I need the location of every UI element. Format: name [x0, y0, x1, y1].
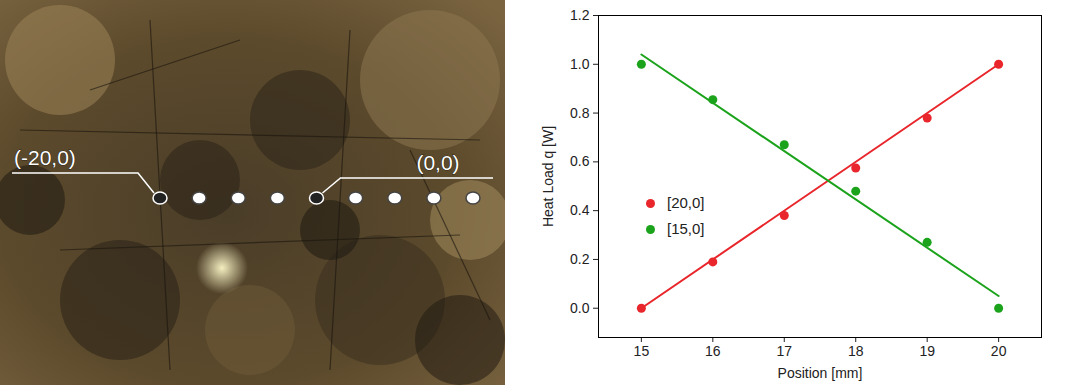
svg-text:19: 19	[919, 343, 935, 359]
svg-text:0.8: 0.8	[570, 105, 590, 121]
svg-text:0.4: 0.4	[570, 202, 590, 218]
svg-text:15: 15	[634, 343, 650, 359]
svg-text:0.2: 0.2	[570, 251, 590, 267]
html-text:[20,0]: [20,0]	[667, 194, 705, 211]
svg-text:20: 20	[991, 343, 1007, 359]
svg-text:1.2: 1.2	[570, 7, 590, 23]
svg-text:Position [mm]: Position [mm]	[778, 365, 863, 381]
svg-text:17: 17	[776, 343, 792, 359]
svg-text:(-20,0): (-20,0)	[14, 146, 76, 169]
svg-text:18: 18	[848, 343, 864, 359]
svg-text:0.0: 0.0	[570, 300, 590, 316]
svg-text:1.0: 1.0	[570, 56, 590, 72]
svg-text:Heat Load q [W]: Heat Load q [W]	[540, 126, 556, 227]
svg-text:16: 16	[705, 343, 721, 359]
svg-text:(0,0): (0,0)	[416, 151, 459, 174]
svg-text:0.6: 0.6	[570, 153, 590, 169]
html-text:[15,0]: [15,0]	[667, 220, 705, 237]
